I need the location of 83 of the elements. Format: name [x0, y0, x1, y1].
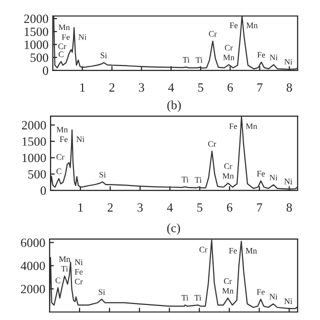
- annotation: Cr: [224, 44, 233, 51]
- annotation: Ti: [182, 176, 189, 182]
- y-tick-label: 500: [28, 170, 46, 179]
- annotation: Fe: [229, 123, 238, 130]
- annotation: Ni: [78, 34, 86, 40]
- annotation: Fe: [60, 136, 68, 142]
- annotation: Mn: [56, 126, 68, 132]
- y-tick-label: 0: [40, 186, 46, 195]
- y-tick-label: 500: [30, 53, 48, 62]
- annotation: Cr: [208, 31, 217, 37]
- x-tick-label: 7: [257, 83, 263, 92]
- annotation: Fe: [229, 248, 237, 254]
- annotation: Mn: [246, 248, 257, 254]
- annotation: Ti: [194, 177, 202, 183]
- chart-title: (b): [167, 100, 181, 112]
- line-series: [50, 116, 298, 190]
- annotation: Ni: [284, 178, 292, 184]
- y-tick-label: 1500: [24, 28, 48, 36]
- annotation: Mn: [59, 256, 70, 262]
- x-tick-label: 1: [78, 203, 83, 212]
- x-tick-label: 8: [286, 83, 292, 92]
- x-tick-label: 1: [80, 83, 85, 92]
- annotation: Fe: [256, 170, 265, 176]
- annotation: Cr: [224, 278, 232, 284]
- annotation: Cr: [208, 141, 216, 147]
- x-tick-label: 6: [226, 203, 232, 212]
- annotation: Cr: [224, 163, 232, 170]
- annotation: Ti: [61, 266, 68, 272]
- annotation: Fe: [74, 269, 83, 275]
- annotation: Ni: [270, 54, 278, 60]
- chart-title: (c): [167, 223, 180, 235]
- annotation: Ti: [194, 294, 202, 300]
- x-tick-label: 6: [228, 83, 233, 92]
- annotation: Mn: [223, 54, 234, 60]
- annotation: Ni: [74, 259, 83, 265]
- x-tick-label: 4: [167, 203, 173, 212]
- line-series: [52, 16, 298, 70]
- annotation: Mn: [246, 123, 258, 129]
- annotation: Ni: [76, 136, 84, 142]
- x-tick-label: 2: [109, 83, 114, 92]
- annotation: Cr: [74, 278, 83, 284]
- annotation: Ti: [182, 294, 188, 300]
- x-tick-label: 5: [197, 203, 202, 212]
- annotation: Ni: [284, 59, 292, 65]
- annotation: Ni: [284, 298, 292, 304]
- annotation: Mn: [246, 22, 258, 28]
- annotation: Cr: [199, 246, 208, 252]
- annotation: Ti: [196, 57, 203, 63]
- annotation: C: [56, 278, 60, 284]
- annotation: Ni: [270, 174, 278, 180]
- x-tick-label: 3: [138, 83, 144, 92]
- annotation: Ni: [269, 294, 278, 300]
- annotation: C: [56, 168, 62, 174]
- annotation: Fe: [256, 289, 265, 295]
- y-tick-label: 6000: [20, 238, 45, 247]
- annotation: Mn: [222, 288, 234, 294]
- annotation: Si: [98, 289, 106, 295]
- annotation: Ti: [182, 56, 190, 62]
- annotation: Fe: [230, 22, 238, 28]
- annotation: C: [58, 52, 64, 58]
- annotation: Cr: [58, 43, 66, 50]
- annotation: Mn: [222, 173, 234, 179]
- y-tick-label: 4000: [20, 262, 45, 270]
- x-tick-label: 3: [138, 203, 143, 212]
- annotation: Si: [100, 172, 106, 178]
- y-tick-label: 2000: [22, 121, 46, 130]
- y-tick-label: 2000: [24, 14, 48, 24]
- y-tick-label: 2000: [20, 284, 45, 294]
- y-tick-label: 1500: [22, 137, 46, 146]
- annotation: Fe: [62, 34, 70, 40]
- annotation: Si: [100, 52, 107, 58]
- annotation: Fe: [257, 52, 266, 58]
- annotation: Cr: [56, 154, 64, 160]
- annotation: Mn: [58, 24, 70, 30]
- x-tick-label: 7: [257, 203, 262, 212]
- y-tick-label: 1000: [24, 40, 48, 49]
- line-series: [50, 240, 298, 310]
- x-tick-label: 4: [168, 83, 174, 92]
- x-tick-label: 2: [108, 203, 113, 212]
- y-tick-label: 1000: [22, 154, 46, 162]
- x-tick-label: 5: [198, 83, 204, 92]
- y-tick-label: 0: [42, 66, 48, 75]
- x-tick-label: 8: [286, 203, 292, 212]
